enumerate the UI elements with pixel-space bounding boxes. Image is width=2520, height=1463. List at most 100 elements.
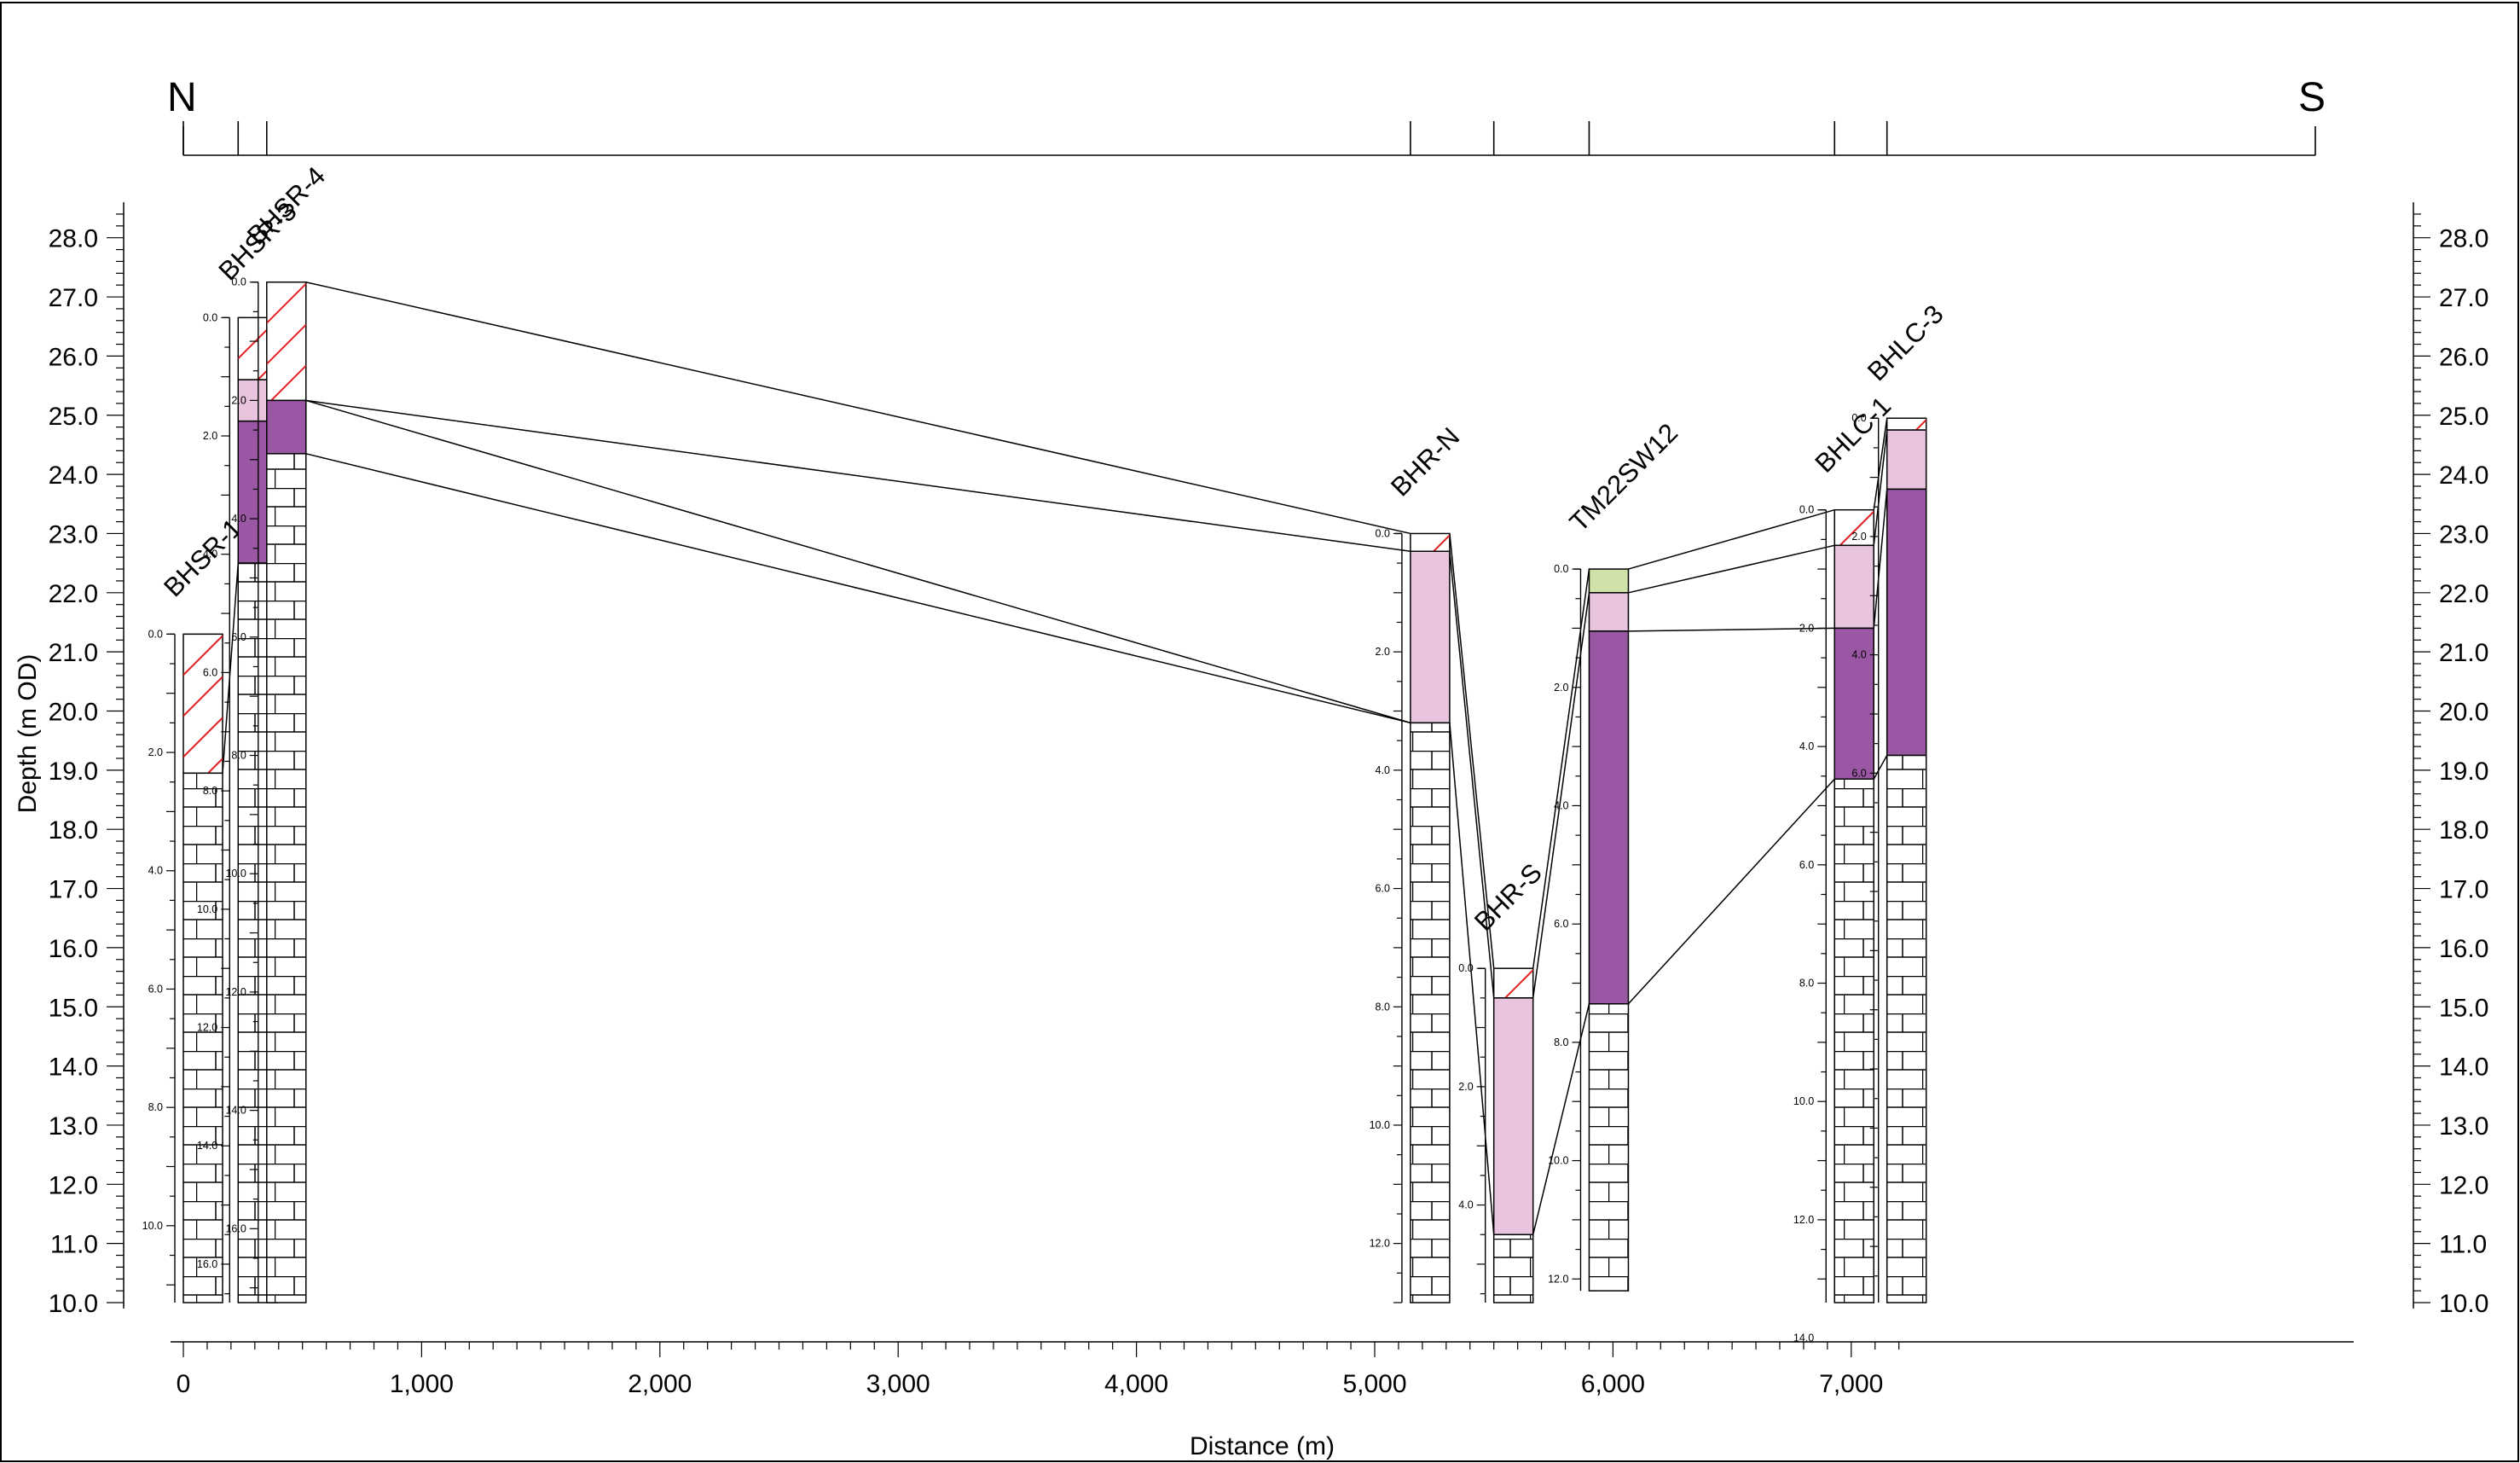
correlation-line — [1627, 778, 1835, 1005]
layer-hatch — [1492, 967, 1534, 999]
depth-label: 16.0 — [197, 1258, 217, 1270]
depth-label: 10.0 — [142, 1220, 163, 1232]
axis-tick-label: 11.0 — [2439, 1231, 2487, 1259]
axis-tick-label: 20.0 — [2439, 699, 2488, 727]
borehole-bhr-s: 0.0 2.0 4.0 BHR-S — [1458, 857, 1548, 1303]
north-label: N — [167, 75, 197, 120]
axis-tick-label: 26.0 — [2439, 343, 2488, 371]
layer-pink — [1410, 550, 1451, 724]
depth-label: 4.0 — [203, 549, 217, 560]
depth-label: 14.0 — [1793, 1332, 1814, 1344]
depth-label: 0.0 — [1376, 527, 1390, 539]
x-axis-tick-label: 7,000 — [1819, 1370, 1883, 1398]
hatch-line — [1410, 533, 1412, 535]
depth-label: 4.0 — [148, 865, 163, 877]
depth-label: 10.0 — [1370, 1119, 1390, 1131]
depth-label: 8.0 — [1376, 1001, 1390, 1013]
depth-label: 12.0 — [197, 1022, 217, 1034]
x-axis-tick-label: 4,000 — [1104, 1370, 1168, 1398]
made-ground-hatch — [266, 282, 306, 401]
layer-grid — [1410, 722, 1451, 1303]
depth-label: 8.0 — [148, 1101, 163, 1113]
layer-green — [1588, 568, 1630, 594]
depth-label: 2.0 — [148, 746, 163, 758]
correlation-line — [1873, 418, 1888, 510]
layer-purple — [1886, 488, 1927, 757]
axis-tick-label: 22.0 — [49, 580, 98, 608]
depth-label: 4.0 — [1554, 799, 1568, 811]
axis-tick-label: 13.0 — [49, 1112, 98, 1141]
depth-label: 6.0 — [203, 666, 217, 678]
axis-tick-label: 15.0 — [2439, 994, 2488, 1022]
hatch-line — [206, 758, 223, 774]
axis-tick-label: 23.0 — [49, 520, 98, 549]
hatch-line — [1915, 419, 1926, 431]
axis-tick-label: 28.0 — [2439, 225, 2488, 253]
layer-pink — [1492, 997, 1534, 1235]
correlation-line — [1449, 551, 1495, 998]
layer-hatch — [1410, 532, 1451, 553]
south-label: S — [2298, 75, 2326, 120]
layer-purple — [266, 399, 307, 455]
left-depth-axis: 10.0 11.0 12.0 13.0 14.0 15.0 16.0 17.0 18.0 19.0… — [49, 202, 125, 1318]
correlation-line — [1532, 568, 1590, 969]
axis-tick-label: 24.0 — [2439, 462, 2488, 490]
axis-tick-label: 19.0 — [49, 758, 98, 786]
hatch-line — [266, 282, 269, 283]
axis-tick-label: 16.0 — [49, 935, 98, 963]
correlation-line — [1532, 592, 1590, 998]
correlation-line — [1449, 723, 1495, 1235]
axis-tick-label: 20.0 — [49, 699, 98, 727]
axis-tick-label: 18.0 — [49, 816, 98, 845]
hatch-line — [1834, 509, 1836, 511]
axis-tick-label: 16.0 — [2439, 935, 2488, 963]
depth-label: 6.0 — [1799, 859, 1814, 871]
layer-grid — [266, 453, 307, 1303]
axis-tick-label: 10.0 — [49, 1290, 98, 1318]
depth-label: 2.0 — [1458, 1081, 1473, 1093]
correlation-line — [1873, 430, 1888, 546]
hatch-line — [269, 365, 306, 401]
boreholes: 0.02.04.06.08.010.0BHSR-10.02.04.06.08.0… — [142, 161, 1949, 1344]
hatch-line — [1432, 534, 1450, 552]
depth-label: 0.0 — [148, 628, 163, 640]
axis-tick-label: 21.0 — [49, 639, 98, 667]
depth-label: 0.0 — [1458, 962, 1473, 974]
axis-tick-label: 17.0 — [2439, 876, 2488, 904]
correlation-line — [1628, 508, 1835, 570]
depth-label: 0.0 — [203, 311, 217, 323]
borehole-name: BHR-N — [1385, 421, 1465, 502]
axis-tick-label: 11.0 — [50, 1231, 98, 1259]
depth-label: 12.0 — [225, 986, 246, 998]
depth-label: 0.0 — [231, 276, 246, 288]
x-axis-tick-label: 6,000 — [1581, 1370, 1645, 1398]
axis-tick-label: 25.0 — [49, 403, 98, 431]
borehole-bhr-n: 0.0 2.0 4.0 6.0 8.0 10.0 12.0 BHR-N — [1370, 421, 1465, 1303]
axis-tick-label: 13.0 — [2439, 1112, 2488, 1141]
axis-tick-label: 14.0 — [2439, 1054, 2488, 1082]
correlation-line — [305, 281, 1411, 535]
depth-label: 6.0 — [1376, 883, 1390, 895]
hatch-line — [183, 676, 223, 717]
depth-label: 2.0 — [1554, 682, 1568, 694]
axis-tick-label: 18.0 — [2439, 816, 2488, 845]
depth-label: 2.0 — [1851, 531, 1866, 543]
x-axis-tick-label: 2,000 — [628, 1370, 692, 1398]
layer-purple — [1588, 630, 1630, 1005]
hatch-line — [266, 324, 306, 365]
depth-label: 4.0 — [1376, 764, 1390, 776]
depth-label: 2.0 — [203, 430, 217, 442]
borehole-name: BHSR-4 — [241, 161, 331, 251]
layer-grid — [1886, 754, 1927, 1303]
y-axis-title: Depth (m OD) — [14, 654, 42, 814]
layer-grid — [1834, 778, 1874, 1303]
correlation-line — [1873, 755, 1888, 780]
depth-label: 0.0 — [1799, 504, 1814, 516]
made-ground-hatch — [1834, 509, 1874, 546]
depth-label: 12.0 — [1793, 1214, 1814, 1226]
depth-label: 12.0 — [1370, 1238, 1390, 1250]
depth-label: 4.0 — [231, 513, 246, 525]
correlation-line — [222, 563, 240, 774]
